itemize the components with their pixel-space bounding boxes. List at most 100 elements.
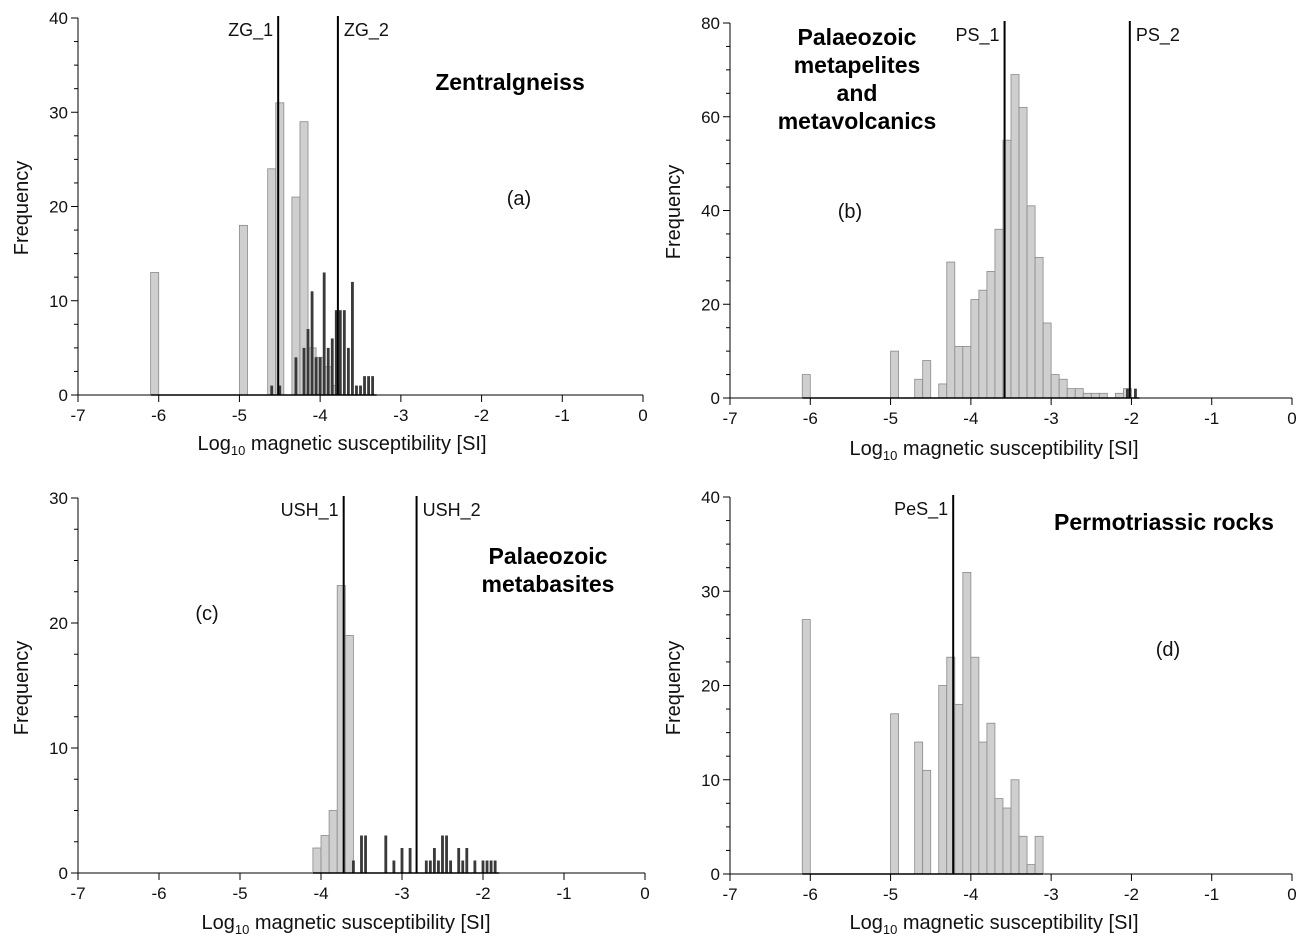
x-tick-label: 0	[640, 884, 649, 903]
y-tick-label: 30	[49, 489, 68, 508]
y-axis-title: Frequency	[11, 161, 33, 256]
bar-dark	[489, 860, 493, 873]
bar-light	[954, 703, 964, 875]
x-tick-label: -7	[722, 885, 737, 904]
bar-light	[970, 656, 980, 875]
bar-dark	[351, 281, 354, 395]
x-tick-label: -3	[393, 406, 408, 425]
bar-dark	[363, 376, 366, 395]
panel-title-line: metavolcanics	[778, 108, 937, 134]
bar-dark	[338, 310, 342, 395]
threshold-label: PeS_1	[894, 499, 948, 520]
x-tick-label: 0	[1287, 409, 1296, 428]
x-tick-label: -6	[151, 406, 166, 425]
x-tick-label: -4	[313, 406, 328, 425]
x-axis-title-rest: magnetic susceptibility [SI]	[897, 912, 1138, 934]
bar-dark	[1134, 388, 1137, 399]
x-tick-label: -1	[556, 884, 571, 903]
x-axis-title-rest: magnetic susceptibility [SI]	[897, 438, 1138, 460]
bar-dark	[367, 376, 370, 395]
x-axis-title-subscript: 10	[235, 922, 249, 936]
bar-light	[986, 271, 996, 399]
y-tick-label: 10	[701, 771, 720, 790]
bar-dark	[278, 385, 282, 395]
threshold-label: ZG_1	[228, 20, 273, 41]
bar-light	[914, 378, 924, 399]
bar-light	[994, 798, 1004, 875]
y-tick-label: 20	[701, 677, 720, 696]
bar-light	[1066, 388, 1076, 399]
bar-dark	[428, 860, 432, 873]
bar-dark	[371, 376, 375, 395]
bar-dark	[424, 860, 428, 873]
bar-dark	[306, 329, 310, 395]
bar-light	[1026, 864, 1036, 875]
bar-light	[962, 572, 972, 875]
histogram-panel: 0 10 20 30 40 -7 -6 -5 -4 -3 -2 -1 0 PeS_1 Permotriass…	[663, 488, 1297, 936]
bar-dark	[432, 848, 436, 873]
x-tick-label: -5	[883, 885, 898, 904]
bar-light	[978, 289, 988, 399]
bar-dark	[465, 848, 469, 873]
panel-letter: (a)	[507, 188, 531, 210]
bar-light	[150, 272, 160, 396]
bar-dark	[355, 385, 358, 395]
x-tick-label: -1	[1204, 409, 1219, 428]
x-tick-label: -7	[70, 406, 85, 425]
y-axis-title: Frequency	[663, 641, 685, 736]
bar-dark	[346, 347, 350, 396]
bar-dark	[461, 860, 465, 873]
y-tick-label: 30	[701, 582, 720, 601]
bar-light	[320, 835, 330, 874]
panel-letter: (c)	[195, 603, 218, 625]
x-tick-label: -5	[232, 406, 247, 425]
bar-dark	[314, 357, 318, 395]
threshold-label: USH_2	[423, 500, 481, 521]
histogram-panel: 0 20 40 60 80 -7 -6 -5 -4 -3 -2 -1 0 PS_1 PS_2 Palaeozo…	[663, 14, 1297, 463]
bar-dark	[449, 860, 453, 873]
bar-dark	[445, 835, 448, 873]
bar-dark	[334, 310, 338, 395]
bar-light	[922, 360, 932, 399]
histogram-panel: 0 10 20 30 -7 -6 -5 -4 -3 -2 -1 0 USH_1 USH_2 Palaeozo…	[11, 489, 650, 936]
bar-dark	[485, 860, 489, 873]
panel-title-line: Palaeozoic	[489, 543, 608, 569]
x-tick-label: -6	[803, 885, 818, 904]
bar-dark	[457, 848, 461, 873]
x-tick-label: -2	[475, 884, 490, 903]
bar-light	[344, 635, 354, 874]
bar-dark	[351, 860, 355, 873]
bar-light	[1002, 807, 1012, 875]
bar-light	[1026, 205, 1036, 399]
x-tick-label: -6	[151, 884, 166, 903]
x-axis-title-main: Log	[849, 912, 882, 934]
threshold-label: ZG_2	[344, 20, 389, 41]
x-tick-label: -5	[883, 409, 898, 428]
bar-dark	[318, 357, 322, 395]
y-tick-label: 0	[59, 386, 68, 405]
x-axis-title-main: Log	[197, 433, 230, 455]
x-axis-title-subscript: 10	[883, 448, 897, 463]
bar-light	[1018, 106, 1028, 399]
y-tick-label: 60	[701, 108, 720, 127]
bar-light	[312, 847, 322, 874]
x-tick-label: -4	[963, 409, 978, 428]
x-tick-label: -2	[1124, 885, 1139, 904]
bar-light	[954, 346, 964, 399]
y-tick-label: 0	[59, 864, 68, 883]
bar-dark	[360, 835, 363, 873]
bar-light	[267, 168, 277, 396]
bar-light	[1058, 378, 1068, 399]
bar-dark	[342, 310, 346, 395]
bar-dark	[400, 848, 404, 873]
x-tick-label: -6	[803, 409, 818, 428]
panel-title-line: metabasites	[482, 571, 615, 597]
bar-dark	[408, 848, 412, 873]
y-tick-label: 10	[49, 739, 68, 758]
x-axis-title: Log10 magnetic susceptibility [SI]	[849, 912, 1138, 936]
bar-dark	[384, 835, 388, 873]
bar-light	[1034, 256, 1044, 399]
y-tick-label: 40	[701, 202, 720, 221]
x-axis-title-rest: magnetic susceptibility [SI]	[249, 912, 490, 934]
bar-light	[1010, 779, 1020, 875]
